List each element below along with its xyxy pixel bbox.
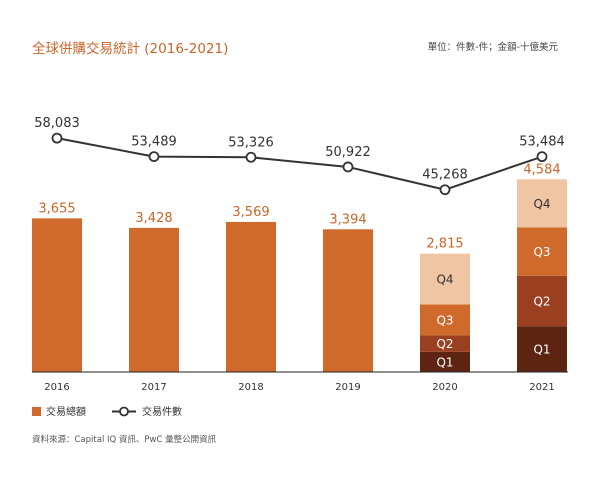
line-point-2021 (536, 151, 548, 163)
bar-segment-2020-q2 (420, 335, 470, 352)
x-tick-label-2020: 2020 (432, 382, 457, 393)
bar-value-label-2020: 2,815 (426, 237, 463, 252)
bar-2017 (129, 227, 179, 372)
line-value-label-2016: 58,083 (34, 116, 80, 131)
bar-segment-2021-q1 (517, 326, 567, 372)
line-value-label-2021: 53,484 (519, 135, 565, 150)
bar-2016 (32, 218, 82, 372)
legend-marker-dot (119, 406, 129, 417)
bar-2018 (226, 221, 276, 372)
bar-segment-label-2020-q1: Q1 (436, 355, 453, 369)
chart-title: 全球併購交易統計 (2016-2021) (32, 41, 229, 57)
source-note: 資料來源：Capital IQ 資訊、PwC 彙整公開資訊 (32, 435, 217, 445)
bar-value-label-2016: 3,655 (38, 201, 75, 216)
line-value-label-2018: 53,326 (228, 135, 274, 150)
bar-2019 (323, 229, 373, 372)
x-tick-label-2017: 2017 (141, 382, 166, 393)
line-point-2020 (439, 184, 451, 196)
line-point-2019 (342, 161, 354, 173)
bar-segment-label-2020-q4: Q4 (436, 273, 453, 287)
bar-segment-2020-q3 (420, 304, 470, 336)
line-point-2016 (51, 132, 63, 144)
x-tick-label-2018: 2018 (238, 382, 263, 393)
line-point-2018 (245, 151, 257, 163)
bar-segment-label-2021-q4: Q4 (533, 197, 550, 211)
bar-segment-2021-q3 (517, 227, 567, 276)
bar-segment-2021-q2 (517, 275, 567, 327)
x-tick-label-2016: 2016 (44, 382, 69, 393)
bar-value-label-2017: 3,428 (135, 211, 172, 226)
bar-value-label-2018: 3,569 (232, 205, 269, 220)
line-value-label-2017: 53,489 (131, 135, 177, 150)
x-tick-label-2019: 2019 (335, 382, 360, 393)
bar-segment-label-2021-q3: Q3 (533, 245, 550, 259)
bar-value-label-2019: 3,394 (329, 212, 366, 227)
legend-marker-total (32, 407, 41, 416)
bar-segment-label-2020-q3: Q3 (436, 313, 453, 327)
bar-segment-label-2020-q2: Q2 (436, 337, 453, 351)
bar-value-label-2021: 4,584 (523, 162, 560, 177)
bar-segment-2021-q4 (517, 179, 567, 228)
bar-segment-2020-q1 (420, 351, 470, 372)
bar-segment-2020-q4 (420, 253, 470, 305)
legend-label-deals: 交易件數 (142, 405, 182, 418)
line-series-deals (56, 137, 543, 191)
unit-note: 單位：件數-件；金額-十億美元 (427, 42, 558, 53)
bar-segment-label-2021-q1: Q1 (533, 343, 550, 357)
line-value-label-2019: 50,922 (325, 145, 371, 160)
bar-segment-label-2021-q2: Q2 (533, 294, 550, 308)
line-value-label-2020: 45,268 (422, 168, 468, 183)
x-tick-label-2021: 2021 (529, 382, 554, 393)
line-point-2017 (148, 151, 160, 163)
legend-label-total: 交易總額 (46, 405, 86, 418)
